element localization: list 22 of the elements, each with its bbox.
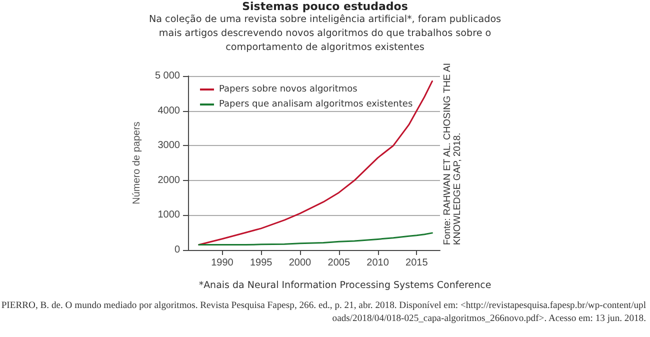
source-note: Fonte: RAHWAN ET AL. CHOSING THE AI KNOWLEDGE GAP, 2018.	[442, 62, 463, 245]
x-tick-label: 2005	[328, 258, 350, 268]
y-tick-label: 1000	[158, 210, 180, 221]
y-tick-label: 0	[174, 244, 180, 256]
x-tick-label: 2000	[288, 258, 312, 268]
chart-title: Sistemas pouco estudados	[241, 0, 409, 13]
text: *Anais da Neural Information Processing Systems Conference	[198, 280, 492, 291]
y-tick-label: 3000	[158, 140, 180, 152]
legend-label: Papers sobre novos algoritmos	[219, 84, 358, 94]
y-axis-title: Número de papers	[132, 122, 142, 204]
y-tick-label: 4000	[158, 105, 180, 116]
chart-subtitle: Na coleção de uma revista sobre inteligência artificial*, foram publicados mais artigos descrevendo novos algoritmos do que trabalhos sobre o comportamento de algoritmos existentes	[148, 13, 502, 55]
line-series	[198, 232, 433, 246]
x-tick-label: 1990	[211, 258, 234, 268]
x-tick-label: 1995	[250, 258, 273, 268]
line-series	[198, 80, 433, 246]
text: PIERRO, B. de. O mundo mediado por algoritmos. Revista Pesquisa Fapesp, 266. ed., p. 21, abr. 2018. Disponível em: <http://revistapesquisa.fapesp.br/wp-content/uploads/2018/04/018-025_capa-algoritmos_266novo.pdf>. Acesso em: 13 jun. 2018.	[0, 299, 646, 325]
y-tick-label: 5 000	[154, 70, 180, 82]
x-tick-label: 2015	[406, 258, 428, 268]
y-tick-label: 2000	[158, 174, 180, 186]
x-tick-label: 2010	[366, 258, 390, 268]
legend-label: Papers que analisam algoritmos existentes	[219, 100, 413, 110]
